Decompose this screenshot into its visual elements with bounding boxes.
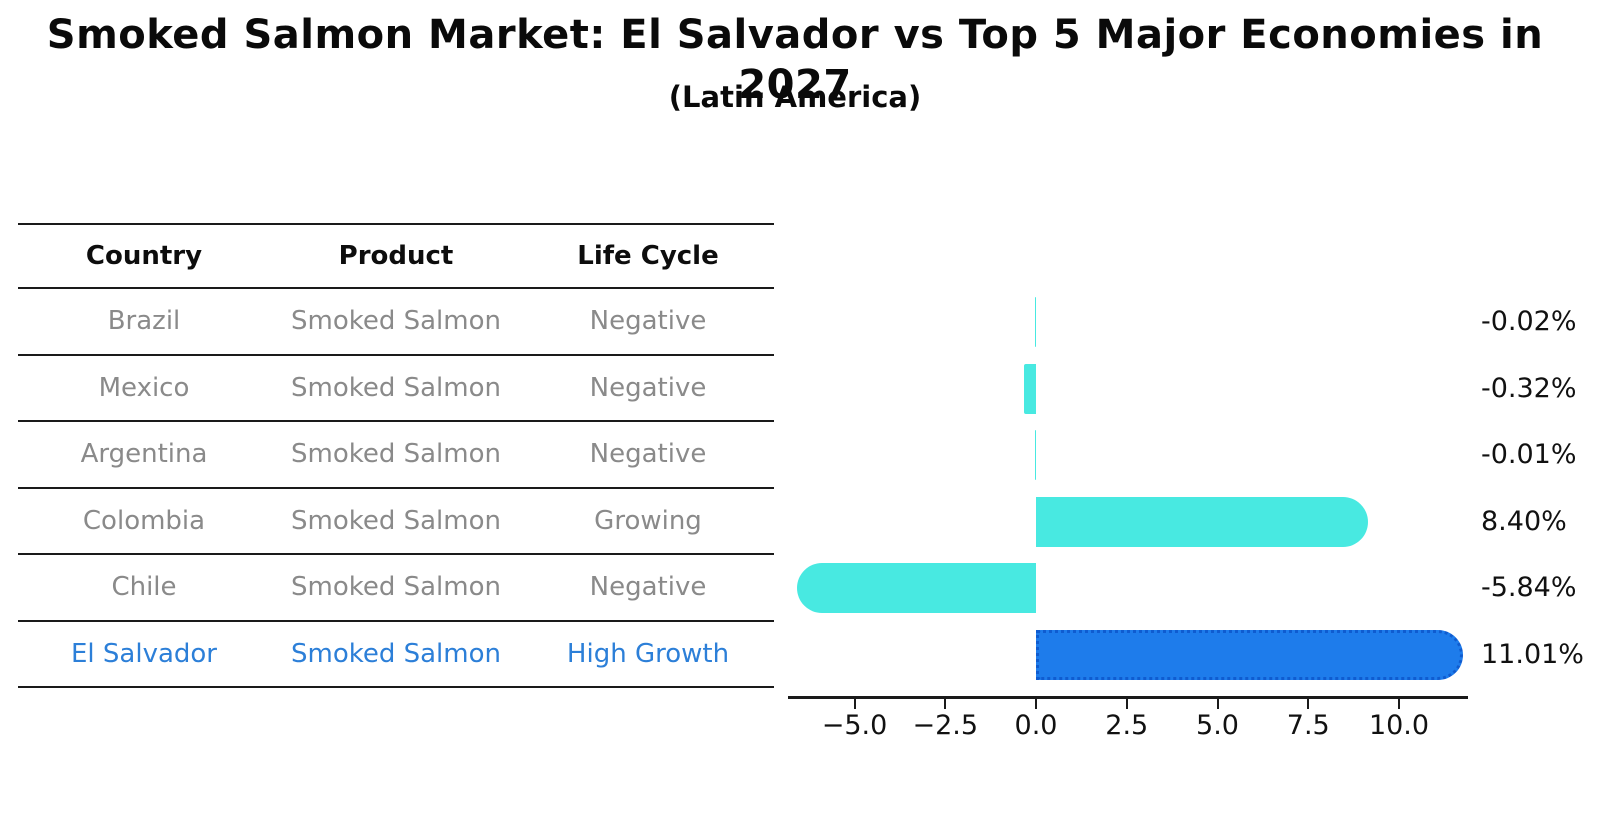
value-label-brazil: -0.02%: [1481, 306, 1577, 338]
summary-table: Country Product Life Cycle Brazil Smoked…: [18, 223, 774, 688]
value-label-el-salvador: 11.01%: [1481, 638, 1584, 670]
x-axis-tick: [1216, 698, 1219, 709]
table-row-argentina: Argentina Smoked Salmon Negative: [18, 422, 774, 489]
bar-argentina: [1035, 430, 1036, 481]
cell-country: Brazil: [107, 306, 181, 337]
chart-subtitle: (Latin America): [668, 80, 922, 114]
cell-product: Smoked Salmon: [290, 572, 501, 603]
x-axis-tick-label: 2.5: [1105, 710, 1149, 741]
table-header-product: Product: [338, 241, 454, 271]
x-axis-tick-label: −2.5: [912, 710, 979, 741]
bar-el-salvador: [1036, 629, 1463, 680]
cell-country: Chile: [111, 572, 177, 603]
x-axis-tick: [853, 698, 856, 709]
x-axis-tick-label: −5.0: [821, 710, 888, 741]
table-header-life-cycle: Life Cycle: [577, 241, 719, 271]
x-axis-line: [788, 696, 1468, 699]
cell-product: Smoked Salmon: [290, 439, 501, 470]
bar-mexico: [1024, 363, 1036, 414]
cell-country: Mexico: [98, 372, 190, 403]
bar-colombia: [1036, 496, 1368, 547]
x-axis-tick: [1307, 698, 1310, 709]
cell-product: Smoked Salmon: [290, 638, 501, 669]
cell-country: Argentina: [80, 439, 208, 470]
value-label-argentina: -0.01%: [1481, 439, 1577, 471]
value-label-colombia: 8.40%: [1481, 505, 1567, 537]
value-label-mexico: -0.32%: [1481, 372, 1577, 404]
cell-product: Smoked Salmon: [290, 505, 501, 536]
x-axis-tick-label: 10.0: [1368, 710, 1430, 741]
cell-country: El Salvador: [71, 638, 217, 669]
table-header-country: Country: [85, 241, 203, 271]
cell-product: Smoked Salmon: [290, 372, 501, 403]
table-row-mexico: Mexico Smoked Salmon Negative: [18, 356, 774, 422]
cell-life-cycle: Negative: [589, 372, 707, 403]
x-axis-tick-label: 7.5: [1286, 710, 1330, 741]
table-row-colombia: Colombia Smoked Salmon Growing: [18, 489, 774, 555]
cell-life-cycle: Growing: [594, 505, 702, 536]
table-row-el-salvador: El Salvador Smoked Salmon High Growth: [18, 622, 774, 688]
cell-country: Colombia: [82, 505, 206, 536]
cell-life-cycle: Negative: [589, 439, 707, 470]
cell-life-cycle: High Growth: [566, 638, 730, 669]
cell-product: Smoked Salmon: [290, 306, 501, 337]
x-axis-tick-label: 0.0: [1014, 710, 1058, 741]
table-header-row: Country Product Life Cycle: [18, 223, 774, 289]
cell-life-cycle: Negative: [589, 306, 707, 337]
x-axis-tick: [1035, 698, 1037, 709]
bar-chile: [797, 563, 1036, 614]
x-axis-tick: [1398, 698, 1400, 709]
value-label-chile: -5.84%: [1481, 572, 1577, 604]
cell-life-cycle: Negative: [589, 572, 707, 603]
table-row-chile: Chile Smoked Salmon Negative: [18, 555, 774, 622]
bar-brazil: [1035, 297, 1036, 348]
x-axis-tick: [944, 698, 947, 709]
chart-title: Smoked Salmon Market: El Salvador vs Top…: [46, 12, 1544, 108]
x-axis-tick: [1125, 698, 1128, 709]
table-row-brazil: Brazil Smoked Salmon Negative: [18, 289, 774, 356]
x-axis-tick-label: 5.0: [1196, 710, 1239, 741]
